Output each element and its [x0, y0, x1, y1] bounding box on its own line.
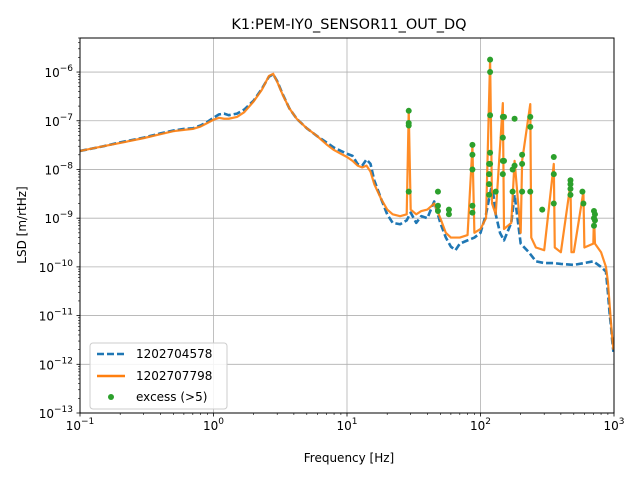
- legend-label-series-1: 1202704578: [136, 347, 212, 361]
- excess-marker: [405, 122, 412, 129]
- excess-marker: [501, 157, 508, 164]
- excess-marker: [445, 206, 452, 213]
- excess-marker: [580, 200, 587, 207]
- excess-marker: [469, 151, 476, 158]
- excess-marker: [469, 166, 476, 173]
- excess-marker: [511, 115, 518, 122]
- excess-marker: [567, 191, 574, 198]
- excess-marker: [527, 113, 534, 120]
- y-tick-label: 10−6: [44, 64, 73, 80]
- x-tick-label: 103: [603, 417, 624, 433]
- excess-marker: [591, 211, 598, 218]
- y-tick-label: 10−9: [44, 210, 73, 226]
- excess-marker: [579, 188, 586, 195]
- excess-marker: [519, 151, 526, 158]
- excess-marker: [469, 202, 476, 209]
- excess-marker: [434, 202, 441, 209]
- excess-marker: [405, 188, 412, 195]
- excess-marker: [499, 171, 506, 178]
- excess-marker: [486, 191, 493, 198]
- excess-marker: [487, 112, 494, 119]
- plot-area: [80, 56, 614, 353]
- chart-title: K1:PEM-IY0_SENSOR11_OUT_DQ: [231, 17, 466, 33]
- excess-marker: [527, 123, 534, 130]
- y-axis-label: LSD [m/rtHz]: [15, 186, 29, 263]
- y-tick-label: 10−7: [44, 113, 73, 129]
- excess-marker: [486, 171, 493, 178]
- x-axis-label: Frequency [Hz]: [304, 451, 395, 465]
- excess-marker: [539, 206, 546, 213]
- excess-marker: [434, 208, 441, 215]
- x-tick-label: 102: [470, 417, 491, 433]
- excess-marker: [591, 217, 598, 224]
- excess-marker: [590, 222, 597, 229]
- excess-marker: [527, 188, 534, 195]
- series-line-2: [80, 58, 614, 350]
- x-tick-label: 10−1: [66, 417, 95, 433]
- excess-marker: [550, 171, 557, 178]
- x-tick-label: 100: [203, 417, 224, 433]
- excess-marker: [445, 211, 452, 218]
- excess-marker: [469, 209, 476, 216]
- series-layer: [80, 56, 614, 353]
- y-tick-label: 10−10: [39, 259, 74, 275]
- excess-marker: [519, 160, 526, 167]
- y-tick-label: 10−8: [44, 161, 73, 177]
- excess-marker: [550, 154, 557, 161]
- ticks: 10−1 100 101 102 103 10−13 10−12 10−11 10−10 10−9…: [39, 37, 625, 433]
- series-line-1: [80, 72, 614, 353]
- legend-swatch-series-3: [108, 394, 114, 400]
- excess-marker: [487, 149, 494, 156]
- excess-marker: [499, 134, 506, 141]
- excess-marker: [487, 56, 494, 63]
- y-tick-label: 10−12: [39, 356, 73, 372]
- excess-marker: [486, 181, 493, 188]
- excess-marker: [487, 160, 494, 167]
- grid: [79, 38, 615, 414]
- excess-marker: [519, 188, 526, 195]
- excess-marker: [567, 185, 574, 192]
- legend-label-series-3: excess (>5): [136, 390, 207, 404]
- excess-marker: [492, 188, 499, 195]
- excess-marker: [509, 188, 516, 195]
- legend-box: [89, 342, 228, 410]
- excess-marker: [567, 181, 574, 188]
- excess-marker: [469, 141, 476, 148]
- excess-marker: [405, 107, 412, 114]
- legend-label-series-2: 1202707798: [136, 369, 212, 383]
- excess-marker: [434, 188, 441, 195]
- excess-marker: [550, 200, 557, 207]
- excess-marker: [511, 162, 518, 169]
- y-tick-label: 10−13: [39, 405, 73, 421]
- x-tick-label: 101: [336, 417, 357, 433]
- excess-marker: [501, 113, 508, 120]
- legend: 1202704578 1202707798 excess (>5): [89, 342, 228, 410]
- y-tick-label: 10−11: [39, 308, 73, 324]
- excess-marker: [487, 69, 494, 76]
